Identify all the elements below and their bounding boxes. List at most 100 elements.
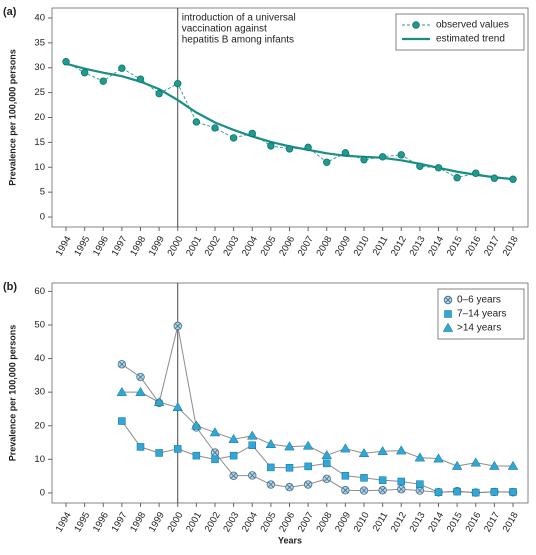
- x-tick-label: 2001: [184, 510, 204, 534]
- marker-shape: [155, 89, 163, 98]
- y-tick-label: 30: [34, 387, 45, 398]
- marker-cross: [230, 472, 237, 479]
- marker-shape: [412, 21, 420, 29]
- data-point: [191, 420, 202, 430]
- x-tick-label: 2012: [389, 510, 409, 534]
- marker-shape: [396, 445, 407, 455]
- marker-shape: [153, 396, 165, 406]
- marker-shape: [377, 445, 388, 456]
- x-tick-label: 1997: [110, 510, 130, 534]
- x-tick-label: 2006: [277, 234, 297, 258]
- data-point: [192, 118, 201, 126]
- marker-shape: [116, 386, 128, 396]
- legend-marker: [444, 310, 452, 318]
- marker-shape: [434, 164, 443, 172]
- data-point: [341, 486, 350, 495]
- data-point: [99, 77, 107, 85]
- data-point: [304, 462, 312, 471]
- data-point: [116, 386, 128, 396]
- x-tick-label: 1996: [91, 510, 111, 534]
- x-tick-label: 2007: [296, 234, 316, 258]
- legend-label: >14 years: [457, 323, 501, 334]
- x-tick-label: 2005: [259, 510, 279, 534]
- legend-marker: [443, 295, 453, 305]
- data-point: [284, 441, 295, 451]
- x-tick-label: 1996: [91, 234, 111, 258]
- data-point: [489, 460, 500, 470]
- y-tick-label: 35: [34, 37, 45, 48]
- marker-shape: [155, 449, 163, 457]
- x-tick-label: 2012: [389, 234, 409, 258]
- panel-label: (b): [3, 281, 17, 293]
- data-point: [453, 174, 461, 182]
- x-tick-label: 2018: [501, 510, 521, 534]
- data-point: [359, 486, 369, 495]
- marker-shape: [489, 460, 500, 470]
- data-point: [267, 142, 275, 150]
- data-point: [192, 451, 201, 460]
- x-tick-label: 1999: [147, 234, 167, 258]
- data-point: [341, 472, 350, 480]
- marker-shape: [378, 476, 387, 484]
- x-tick-label: 1998: [128, 510, 148, 534]
- data-point: [396, 445, 407, 455]
- x-tick-label: 2008: [314, 234, 334, 258]
- y-tick-label: 15: [34, 137, 45, 148]
- x-tick-label: 2008: [314, 510, 334, 534]
- data-point: [136, 75, 145, 83]
- marker-shape: [285, 463, 294, 472]
- marker-shape: [174, 79, 182, 88]
- marker-shape: [228, 433, 239, 443]
- data-point: [453, 487, 461, 496]
- x-tick-label: 1997: [110, 234, 130, 258]
- x-tick-label: 2001: [184, 234, 204, 258]
- x-tick-label: 2017: [482, 234, 502, 258]
- annotation: vaccination against: [182, 24, 267, 35]
- data-point: [210, 448, 220, 457]
- marker-shape: [323, 459, 331, 468]
- marker-cross: [416, 487, 423, 494]
- marker-shape: [211, 455, 219, 464]
- x-tick-label: 2013: [408, 234, 428, 258]
- marker-shape: [397, 477, 405, 486]
- data-point: [267, 463, 275, 472]
- data-point: [322, 474, 331, 484]
- marker-shape: [192, 118, 201, 126]
- marker-shape: [434, 488, 443, 497]
- x-tick-label: 2006: [277, 510, 297, 534]
- data-point: [303, 480, 313, 489]
- data-point: [415, 486, 425, 495]
- data-point: [285, 463, 294, 472]
- marker-shape: [453, 487, 461, 496]
- marker-shape: [99, 77, 107, 85]
- marker-cross: [398, 486, 405, 493]
- data-point: [155, 449, 163, 457]
- marker-shape: [209, 427, 221, 437]
- data-point: [304, 143, 312, 152]
- marker-shape: [248, 129, 256, 138]
- marker-shape: [304, 143, 312, 152]
- data-point: [136, 443, 145, 451]
- marker-shape: [378, 153, 387, 161]
- x-tick-label: 2002: [203, 234, 223, 258]
- marker-shape: [341, 472, 350, 480]
- y-tick-label: 25: [34, 87, 45, 98]
- data-point: [397, 151, 405, 159]
- marker-shape: [453, 174, 461, 182]
- data-point: [378, 486, 387, 495]
- marker-shape: [247, 430, 258, 440]
- data-point: [248, 441, 256, 449]
- data-point: [266, 480, 276, 489]
- data-point: [135, 386, 146, 396]
- data-point: [118, 64, 126, 72]
- marker-shape: [136, 443, 145, 451]
- data-point: [172, 401, 183, 412]
- marker-shape: [490, 488, 499, 496]
- data-point: [358, 447, 370, 458]
- series-line: [121, 420, 513, 494]
- y-axis-label: Prevalence per 100,000 persons: [7, 49, 17, 186]
- marker-cross: [212, 449, 218, 456]
- data-point: [209, 427, 221, 437]
- marker-shape: [358, 447, 370, 458]
- data-point: [472, 169, 480, 177]
